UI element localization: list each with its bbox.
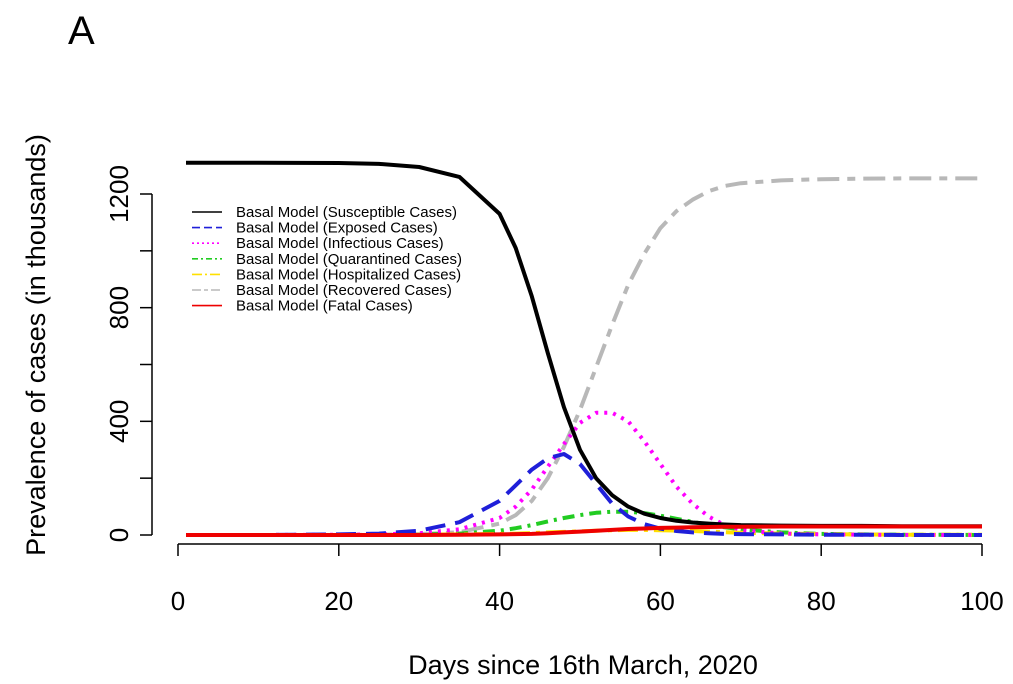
panel-label: A	[68, 9, 95, 53]
x-axis: 0 20 40 60 80 100	[171, 543, 1004, 616]
legend-label: Basal Model (Quarantined Cases)	[236, 251, 462, 268]
plot-lines	[186, 160, 983, 537]
legend-label: Basal Model (Exposed Cases)	[236, 220, 438, 237]
y-tick-label: 1200	[104, 165, 134, 223]
x-tick-label: 20	[324, 586, 353, 616]
series-line-basal-model-infectious-cases	[186, 410, 982, 537]
y-tick-label: 0	[104, 528, 134, 542]
y-axis-title: Prevalence of cases (in thousands)	[21, 134, 51, 556]
legend: Basal Model (Susceptible Cases)Basal Mod…	[192, 204, 462, 315]
legend-label: Basal Model (Hospitalized Cases)	[236, 266, 461, 283]
series-line-basal-model-exposed-cases	[186, 452, 982, 537]
x-tick-label: 80	[807, 586, 836, 616]
x-tick-label: 60	[646, 586, 675, 616]
legend-label: Basal Model (Infectious Cases)	[236, 235, 444, 252]
x-tick-label: 100	[960, 586, 1003, 616]
y-axis: 0 400 800 1200	[104, 165, 153, 542]
legend-label: Basal Model (Susceptible Cases)	[236, 204, 457, 221]
legend-label: Basal Model (Recovered Cases)	[236, 282, 452, 299]
legend-label: Basal Model (Fatal Cases)	[236, 298, 413, 315]
x-tick-label: 0	[171, 586, 185, 616]
y-tick-label: 400	[104, 400, 134, 443]
x-tick-label: 40	[485, 586, 514, 616]
y-tick-label: 800	[104, 286, 134, 329]
series-line-basal-model-recovered-cases	[186, 176, 982, 537]
series-line-basal-model-fatal-cases	[186, 524, 982, 537]
x-axis-title: Days since 16th March, 2020	[408, 650, 758, 680]
